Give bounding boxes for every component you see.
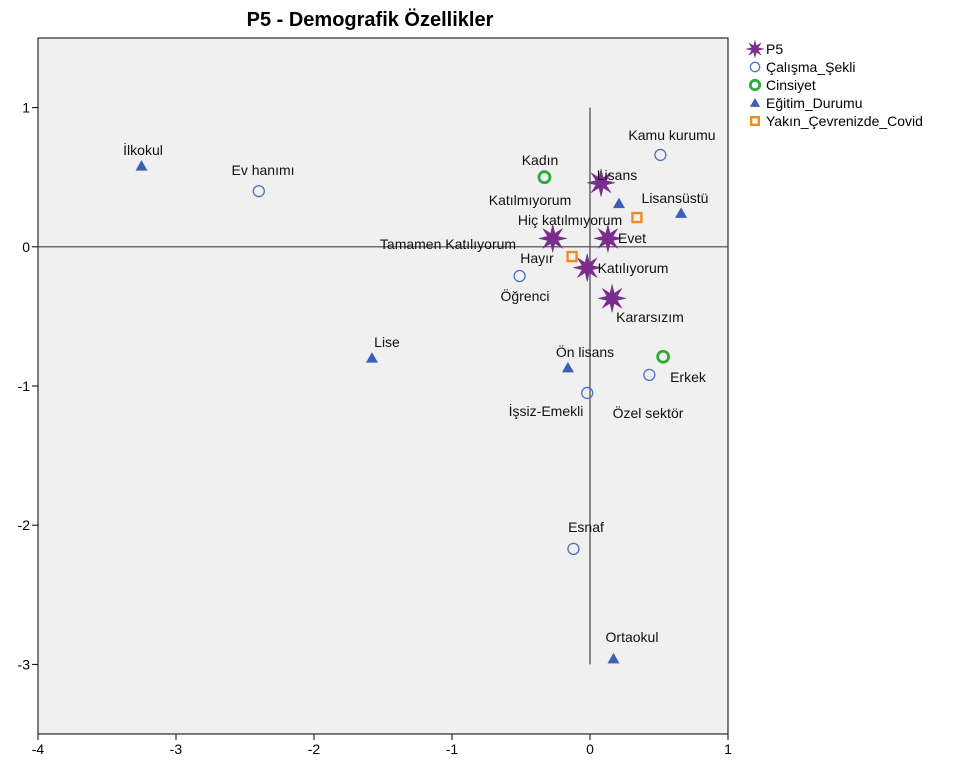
data-point (573, 253, 602, 282)
data-point (135, 160, 148, 171)
data-point (612, 197, 625, 209)
x-axis: -4 -3 -2 -1 0 1 (32, 734, 732, 757)
legend-label: Eğitim_Durumu (766, 95, 862, 111)
data-markers (135, 148, 688, 664)
legend-marker (746, 40, 764, 58)
legend-marker (749, 115, 761, 127)
point-label: Lisans (597, 167, 637, 183)
legend-marker (749, 97, 761, 107)
x-tick-label: 0 (586, 741, 594, 757)
plot-area (37, 37, 729, 735)
point-label: Kararsızım (616, 309, 684, 325)
point-label: Kadın (522, 152, 559, 168)
legend-label: P5 (766, 41, 783, 57)
y-tick-label: 0 (22, 239, 30, 255)
point-label: Erkek (670, 369, 707, 385)
point-label: İlkokul (123, 141, 163, 158)
y-tick-label: -2 (18, 517, 31, 533)
point-label: Hayır (520, 250, 554, 266)
data-point (643, 368, 656, 382)
point-label: Evet (618, 230, 646, 246)
point-labels: İlkokul Ev hanımı Kamu kurumu Kadın Lisans Ka… (123, 127, 715, 645)
y-tick-label: 1 (22, 100, 30, 116)
data-point (593, 224, 622, 253)
legend-label: Yakın_Çevrenizde_Covid (766, 113, 923, 129)
x-tick-label: -2 (308, 741, 321, 757)
data-point (566, 250, 578, 263)
data-point (567, 542, 580, 556)
data-point (537, 170, 552, 185)
point-label: Tamamen Katılıyorum (380, 236, 516, 252)
y-axis: 1 0 -1 -2 -3 (18, 100, 38, 672)
point-label: Ön lisans (556, 343, 614, 360)
point-label: Esnaf (568, 519, 604, 535)
point-label: Öğrenci (500, 287, 549, 304)
legend: P5 Çalışma_Şekli Cinsiyet Eğitim_Durumu Yakı… (746, 40, 923, 129)
data-point (581, 386, 594, 400)
data-point (607, 652, 620, 664)
y-tick-label: -1 (18, 378, 31, 394)
data-point (586, 168, 616, 197)
x-tick-label: -3 (170, 741, 183, 757)
data-point (252, 184, 265, 198)
data-point (631, 211, 643, 224)
legend-label: Çalışma_Şekli (766, 59, 855, 75)
data-point (513, 269, 526, 283)
data-point (654, 148, 667, 162)
legend-label: Cinsiyet (766, 77, 816, 93)
point-label: İşsiz-Emekli (509, 402, 584, 419)
point-label: Özel sektör (613, 404, 684, 421)
x-tick-label: -4 (32, 741, 45, 757)
point-label: Ev hanımı (231, 162, 294, 178)
data-point (656, 349, 671, 364)
data-point (561, 361, 574, 373)
point-label: Hiç katılmıyorum (518, 212, 622, 228)
point-label: Lise (374, 334, 400, 350)
point-label: Ortaokul (606, 629, 659, 645)
data-point (365, 352, 378, 363)
point-label: Lisansüstü (642, 190, 709, 206)
chart-title: P5 - Demografik Özellikler (247, 8, 494, 31)
legend-marker (749, 61, 761, 73)
data-point (675, 207, 688, 218)
data-point (598, 284, 627, 313)
point-label: Kamu kurumu (628, 127, 715, 143)
point-label: Katılmıyorum (489, 192, 571, 208)
x-tick-label: -1 (446, 741, 459, 757)
legend-marker (748, 78, 762, 92)
reference-lines (38, 107, 728, 665)
data-point (538, 224, 567, 253)
x-tick-label: 1 (724, 741, 732, 757)
point-label: Katılıyorum (598, 260, 669, 276)
y-tick-label: -3 (18, 656, 31, 672)
